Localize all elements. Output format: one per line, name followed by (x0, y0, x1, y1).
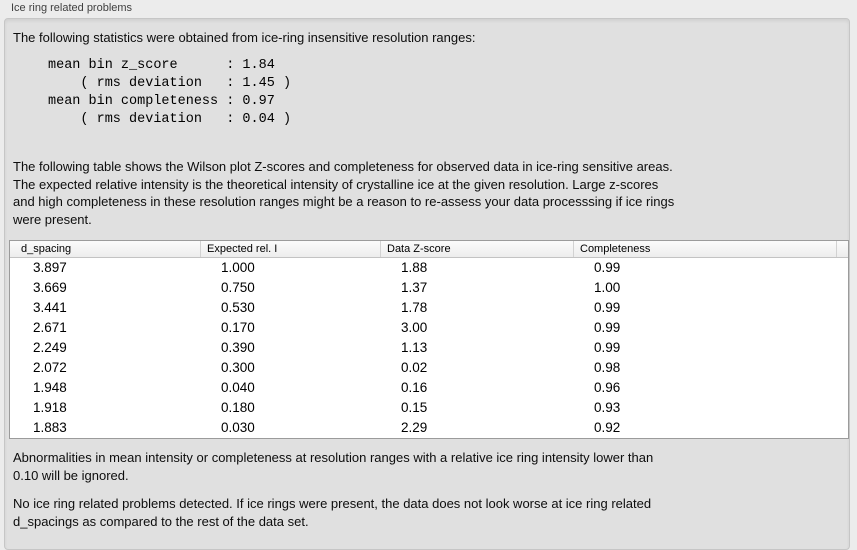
table-cell: 3.441 (33, 300, 67, 315)
table-cell: 0.98 (594, 360, 621, 375)
table-header: d_spacing Expected rel. I Data Z-score Comp… (10, 241, 848, 258)
table-cell: 0.16 (401, 380, 428, 395)
app-window: { "group_box": { "label": "Ice ring rela… (4, 2, 850, 550)
table-cell: 1.00 (594, 280, 621, 295)
table-row[interactable]: 1.948 0.040 0.16 0.96 (10, 378, 848, 398)
table-row[interactable]: 1.918 0.180 0.15 0.93 (10, 398, 848, 418)
group-box-label: Ice ring related problems (11, 2, 133, 14)
table-cell: 1.883 (33, 420, 67, 435)
table-cell: 0.02 (401, 360, 428, 375)
column-header-completeness[interactable]: Completeness (574, 241, 837, 257)
table-cell: 2.072 (33, 360, 67, 375)
table-cell: 0.93 (594, 400, 621, 415)
statistics-block: mean bin z_score : 1.84 ( rms deviation … (48, 58, 292, 127)
table-cell: 0.99 (594, 340, 621, 355)
table-row[interactable]: 2.671 0.170 3.00 0.99 (10, 318, 848, 338)
column-header-data-z-score[interactable]: Data Z-score (381, 241, 574, 257)
table-cell: 1.88 (401, 260, 428, 275)
ignore-note: Abnormalities in mean intensity or compl… (13, 450, 654, 483)
table-cell: 1.13 (401, 340, 428, 355)
ice-ring-panel: The following statistics were obtained f… (4, 18, 850, 550)
column-header-filler (837, 241, 848, 257)
table-row[interactable]: 3.897 1.000 1.88 0.99 (10, 258, 848, 278)
table-cell: 0.99 (594, 300, 621, 315)
table-cell: 0.92 (594, 420, 621, 435)
table-cell: 2.249 (33, 340, 67, 355)
table-row[interactable]: 3.669 0.750 1.37 1.00 (10, 278, 848, 298)
table-cell: 1.78 (401, 300, 428, 315)
table-cell: 1.948 (33, 380, 67, 395)
table-cell: 0.180 (221, 400, 255, 415)
table-cell: 0.170 (221, 320, 255, 335)
intro-text: The following statistics were obtained f… (13, 30, 476, 45)
table-row[interactable]: 2.072 0.300 0.02 0.98 (10, 358, 848, 378)
table-cell: 0.040 (221, 380, 255, 395)
table-cell: 0.030 (221, 420, 255, 435)
table-row[interactable]: 1.883 0.030 2.29 0.92 (10, 418, 848, 438)
ice-ring-table[interactable]: d_spacing Expected rel. I Data Z-score Comp… (9, 240, 849, 439)
table-row[interactable]: 3.441 0.530 1.78 0.99 (10, 298, 848, 318)
table-cell: 0.390 (221, 340, 255, 355)
table-cell: 0.750 (221, 280, 255, 295)
table-cell: 0.99 (594, 320, 621, 335)
table-description: The following table shows the Wilson plo… (13, 159, 675, 227)
table-cell: 0.530 (221, 300, 255, 315)
table-cell: 2.29 (401, 420, 428, 435)
table-cell: 1.000 (221, 260, 255, 275)
conclusion-text: No ice ring related problems detected. I… (13, 496, 652, 529)
column-header-d-spacing[interactable]: d_spacing (10, 241, 201, 257)
table-cell: 3.897 (33, 260, 67, 275)
table-cell: 3.669 (33, 280, 67, 295)
table-cell: 0.300 (221, 360, 255, 375)
table-row[interactable]: 2.249 0.390 1.13 0.99 (10, 338, 848, 358)
table-cell: 3.00 (401, 320, 428, 335)
column-header-expected-rel-i[interactable]: Expected rel. I (201, 241, 381, 257)
table-cell: 2.671 (33, 320, 67, 335)
table-cell: 0.15 (401, 400, 428, 415)
table-cell: 1.918 (33, 400, 67, 415)
table-cell: 1.37 (401, 280, 428, 295)
table-body: 3.897 1.000 1.88 0.99 3.669 0.750 1.37 1.00 3.44… (10, 258, 848, 438)
table-cell: 0.99 (594, 260, 621, 275)
table-cell: 0.96 (594, 380, 621, 395)
